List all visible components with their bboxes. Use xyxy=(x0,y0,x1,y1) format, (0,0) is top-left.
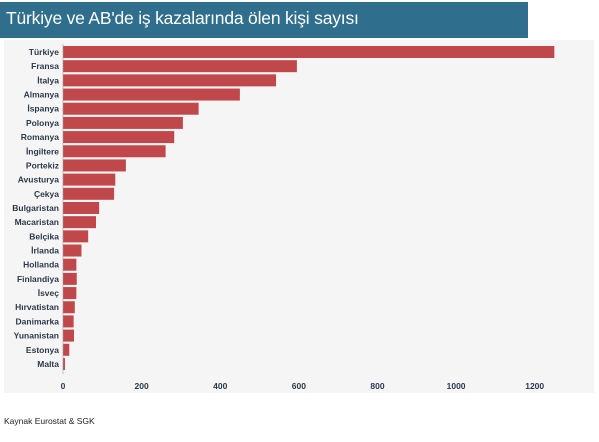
x-tick-label: 400 xyxy=(213,381,227,391)
bar-20 xyxy=(63,329,75,342)
bar-14 xyxy=(63,244,82,257)
bar-11 xyxy=(63,201,100,214)
bar-1 xyxy=(63,60,297,73)
category-label: Türkiye xyxy=(29,47,60,57)
bar-12 xyxy=(63,216,97,229)
x-tick-label: 600 xyxy=(292,381,306,391)
bar-9 xyxy=(63,173,116,186)
bar-3 xyxy=(63,88,240,101)
category-label: İsveç xyxy=(38,288,60,298)
x-tick-label: 1000 xyxy=(447,381,466,391)
bar-13 xyxy=(63,230,89,243)
category-label: İspanya xyxy=(27,104,59,114)
chart-title: Türkiye ve AB'de iş kazalarında ölen kiş… xyxy=(6,8,359,28)
category-label: Finlandiya xyxy=(17,274,59,284)
category-label: Belçika xyxy=(29,231,59,241)
bar-18 xyxy=(63,301,75,314)
bar-8 xyxy=(63,159,126,172)
bar-17 xyxy=(63,287,77,300)
x-tick-label: 1200 xyxy=(525,381,544,391)
bar-2 xyxy=(63,74,277,87)
bar-16 xyxy=(63,272,77,285)
source-note: Kaynak Eurostat & SGK xyxy=(4,416,95,426)
bar-6 xyxy=(63,131,175,144)
category-label: Portekiz xyxy=(26,160,59,170)
category-label: Avusturya xyxy=(18,175,60,185)
category-label: Bulgaristan xyxy=(12,203,59,213)
chart-panel: Türkiye Fransa İtalya Almanya İspanya Polonya… xyxy=(4,40,594,393)
category-label: Almanya xyxy=(24,90,60,100)
category-label: Yunanistan xyxy=(14,331,59,341)
category-label: Danimarka xyxy=(16,316,60,326)
bar-7 xyxy=(63,145,166,158)
bar-15 xyxy=(63,258,77,271)
category-label: İngiltere xyxy=(26,146,59,156)
title-bar: Türkiye ve AB'de iş kazalarında ölen kiş… xyxy=(0,2,528,38)
category-label: Macaristan xyxy=(15,217,59,227)
bar-0 xyxy=(63,46,555,58)
category-label: Hırvatistan xyxy=(15,302,59,312)
bar-chart: Türkiye Fransa İtalya Almanya İspanya Polonya… xyxy=(12,44,555,391)
category-label: Estonya xyxy=(26,345,59,355)
category-label: Polonya xyxy=(26,118,59,128)
x-tick-label: 0 xyxy=(61,381,66,391)
x-tick-label: 800 xyxy=(370,381,384,391)
bar-21 xyxy=(63,343,70,356)
bar-22 xyxy=(63,357,65,370)
bar-5 xyxy=(63,116,183,129)
category-label: İtalya xyxy=(37,75,59,85)
bar-4 xyxy=(63,102,199,115)
category-label: Romanya xyxy=(21,132,60,142)
category-label: Hollanda xyxy=(23,260,59,270)
x-tick-label: 200 xyxy=(135,381,149,391)
category-label: Malta xyxy=(37,359,59,369)
bar-10 xyxy=(63,187,115,200)
category-label: Fransa xyxy=(31,61,59,71)
category-label: Çekya xyxy=(34,189,59,199)
bar-19 xyxy=(63,315,74,328)
category-label: İrlanda xyxy=(31,246,59,256)
